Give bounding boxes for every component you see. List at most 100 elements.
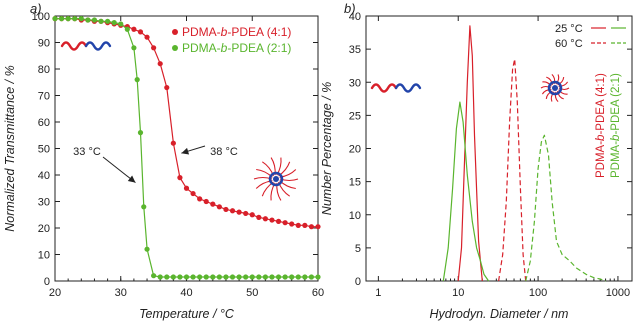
data-point-1 [229,208,236,214]
polymer-icons-a [60,41,299,201]
panel-a-label: a) [30,1,42,16]
data-point-1 [249,212,255,218]
data-point-2 [229,274,236,280]
panel-a: a) 20 30 40 50 60 0 10 20 30 40 50 60 70 80 90 100 33 °… [3,1,324,321]
data-point-1 [223,206,229,213]
series-line-4 [525,134,606,282]
data-point-2 [105,18,111,24]
data-point-2 [262,274,268,280]
legend-label-2: PDMA-b-PDEA (2:1) [182,41,291,55]
data-point-1 [151,45,157,51]
data-point-2 [52,16,58,22]
rotated-series-label-2: PDMA-b-PDEA (2:1) [610,73,622,178]
data-point-2 [289,274,295,280]
data-point-2 [118,21,124,27]
panel-a-data: 33 °C 38 °C [52,16,321,280]
legend-marker-2 [172,45,178,51]
x-tick-label: 100 [529,287,547,299]
data-point-1 [164,84,170,91]
x-tick-label: 20 [49,287,61,299]
data-point-2 [210,274,216,280]
data-point-2 [269,274,275,280]
chain-red-block [370,83,398,93]
micelle-core-center [552,85,558,91]
micelle-icon [253,157,299,201]
data-point-2 [183,274,190,280]
micelle-icon [540,74,570,102]
data-point-2 [275,274,282,280]
annotation-label-38: 38 °C [210,146,238,158]
panel-b-legend: 25 °C 60 °C PDMA-b-PDEA (4:1)PDMA-b-PDEA (… [555,23,626,178]
data-point-2 [72,16,78,22]
data-point-2 [203,274,209,280]
data-point-2 [98,18,104,24]
y-tick-label: 10 [38,250,50,262]
x-tick-label: 40 [180,287,192,299]
panel-a-x-axis-label: Temperature / °C [139,307,235,321]
y-tick-label: 0 [355,276,361,288]
data-point-2 [131,45,137,51]
y-tick-label: 90 [38,38,50,50]
y-tick-label: 20 [349,144,361,156]
x-tick-label: 60 [312,287,324,299]
y-tick-label: 50 [38,144,50,156]
data-point-2 [124,26,130,32]
data-point-1 [177,175,183,181]
x-tick-label: 1000 [606,287,630,299]
y-tick-label: 70 [38,91,50,103]
y-tick-label: 60 [38,117,50,129]
y-tick-label: 30 [38,197,50,209]
x-tick-label: 1 [375,287,381,299]
data-point-1 [262,216,268,222]
data-point-1 [256,214,262,220]
data-point-2 [78,16,84,22]
micelle-core-center [273,176,279,182]
polymer-chain-icon [370,83,422,93]
data-point-1 [144,34,150,40]
data-point-1 [137,29,144,35]
data-point-1 [243,210,249,217]
data-point-2 [308,274,315,280]
y-tick-label: 35 [349,44,361,56]
data-point-2 [144,246,150,252]
data-point-2 [302,274,308,280]
data-point-2 [282,274,288,280]
y-tick-label: 40 [349,11,361,23]
chain-red-block [60,41,88,51]
data-point-1 [190,190,196,197]
y-tick-label: 20 [38,223,50,235]
y-tick-label: 15 [349,177,361,189]
y-tick-label: 30 [349,77,361,89]
y-tick-label: 100 [32,11,50,23]
legend-label-temp-1: 25 °C [555,23,583,35]
panel-b-label: b) [344,1,356,16]
data-point-2 [249,274,255,280]
series-line-3 [498,58,527,282]
data-point-1 [308,224,315,230]
panel-b-frame [365,15,633,282]
series-line-2 [442,101,490,282]
data-point-2 [236,274,242,280]
data-point-2 [190,274,196,280]
data-point-2 [177,274,183,280]
annotation-arrowhead [127,175,136,183]
panel-b-axes: 1 10 100 1000 0 5 10 15 20 25 30 35 40 [349,11,633,299]
y-tick-label: 80 [38,64,50,76]
data-point-1 [170,140,176,146]
panel-a-y-axis-label: Normalized Transmittance / % [3,65,17,232]
data-point-2 [197,274,203,280]
polymer-chain-icon [60,41,112,51]
data-point-2 [111,20,117,26]
data-point-2 [141,204,147,210]
x-tick-label: 10 [452,287,464,299]
legend-label-temp-2: 60 °C [555,38,583,50]
data-point-2 [65,16,71,22]
data-point-2 [85,17,91,23]
data-point-2 [295,274,301,280]
data-point-1 [216,204,222,210]
panel-a-legend: PDMA-b-PDEA (4:1) PDMA-b-PDEA (2:1) [172,25,291,55]
panel-a-axes: 20 30 40 50 60 0 10 20 30 40 50 60 70 80 90 100 [32,11,324,299]
data-point-2 [151,273,157,279]
data-point-2 [157,274,163,280]
chain-blue-block [394,83,422,93]
